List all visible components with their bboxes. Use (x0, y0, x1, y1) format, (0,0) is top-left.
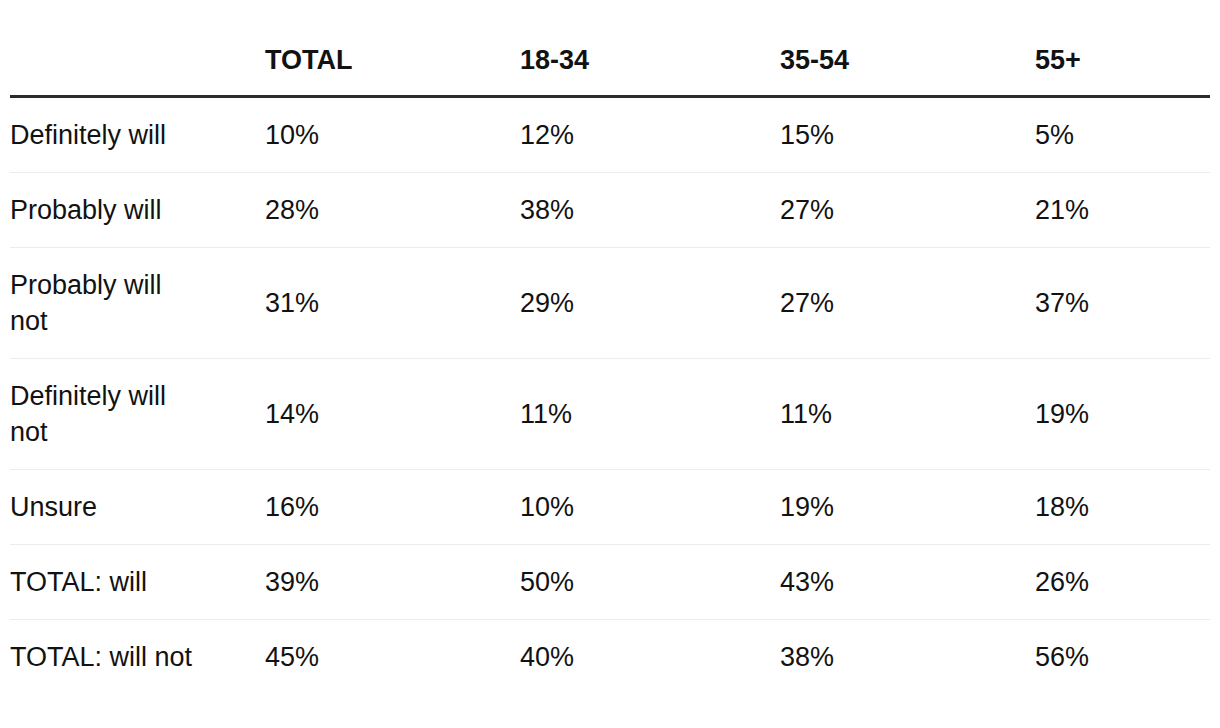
column-header: TOTAL (265, 38, 520, 97)
table-cell: 19% (1035, 359, 1210, 470)
table-row: Probably will not31%29%27%37% (10, 248, 1210, 359)
table-cell: 10% (520, 470, 780, 545)
row-label: TOTAL: will not (10, 620, 265, 695)
table-cell: 11% (780, 359, 1035, 470)
table-row: Definitely will not14%11%11%19% (10, 359, 1210, 470)
table-cell: 31% (265, 248, 520, 359)
table-cell: 19% (780, 470, 1035, 545)
table-cell: 27% (780, 173, 1035, 248)
table-cell: 11% (520, 359, 780, 470)
column-header: 55+ (1035, 38, 1210, 97)
table-row: TOTAL: will not45%40%38%56% (10, 620, 1210, 695)
table-row: Probably will28%38%27%21% (10, 173, 1210, 248)
row-label: Unsure (10, 470, 265, 545)
table-cell: 29% (520, 248, 780, 359)
table-cell: 10% (265, 97, 520, 173)
table-cell: 39% (265, 545, 520, 620)
table-cell: 26% (1035, 545, 1210, 620)
table-cell: 27% (780, 248, 1035, 359)
poll-results-table: TOTAL18-3435-5455+ Definitely will10%12%… (10, 38, 1210, 694)
table-cell: 38% (520, 173, 780, 248)
poll-results-table-container: TOTAL18-3435-5455+ Definitely will10%12%… (10, 38, 1210, 694)
table-cell: 45% (265, 620, 520, 695)
row-label: Probably will (10, 173, 265, 248)
table-row: Definitely will10%12%15%5% (10, 97, 1210, 173)
table-cell: 56% (1035, 620, 1210, 695)
table-cell: 15% (780, 97, 1035, 173)
column-header: 18-34 (520, 38, 780, 97)
table-cell: 37% (1035, 248, 1210, 359)
row-label: Definitely will not (10, 359, 265, 470)
table-cell: 40% (520, 620, 780, 695)
table-row: TOTAL: will39%50%43%26% (10, 545, 1210, 620)
table-header-row: TOTAL18-3435-5455+ (10, 38, 1210, 97)
table-cell: 43% (780, 545, 1035, 620)
table-row: Unsure16%10%19%18% (10, 470, 1210, 545)
table-cell: 50% (520, 545, 780, 620)
table-cell: 28% (265, 173, 520, 248)
row-label: Definitely will (10, 97, 265, 173)
table-cell: 12% (520, 97, 780, 173)
table-cell: 21% (1035, 173, 1210, 248)
row-label: Probably will not (10, 248, 265, 359)
table-cell: 18% (1035, 470, 1210, 545)
table-cell: 16% (265, 470, 520, 545)
table-cell: 38% (780, 620, 1035, 695)
row-label: TOTAL: will (10, 545, 265, 620)
row-label-header (10, 38, 265, 97)
table-cell: 5% (1035, 97, 1210, 173)
column-header: 35-54 (780, 38, 1035, 97)
table-cell: 14% (265, 359, 520, 470)
